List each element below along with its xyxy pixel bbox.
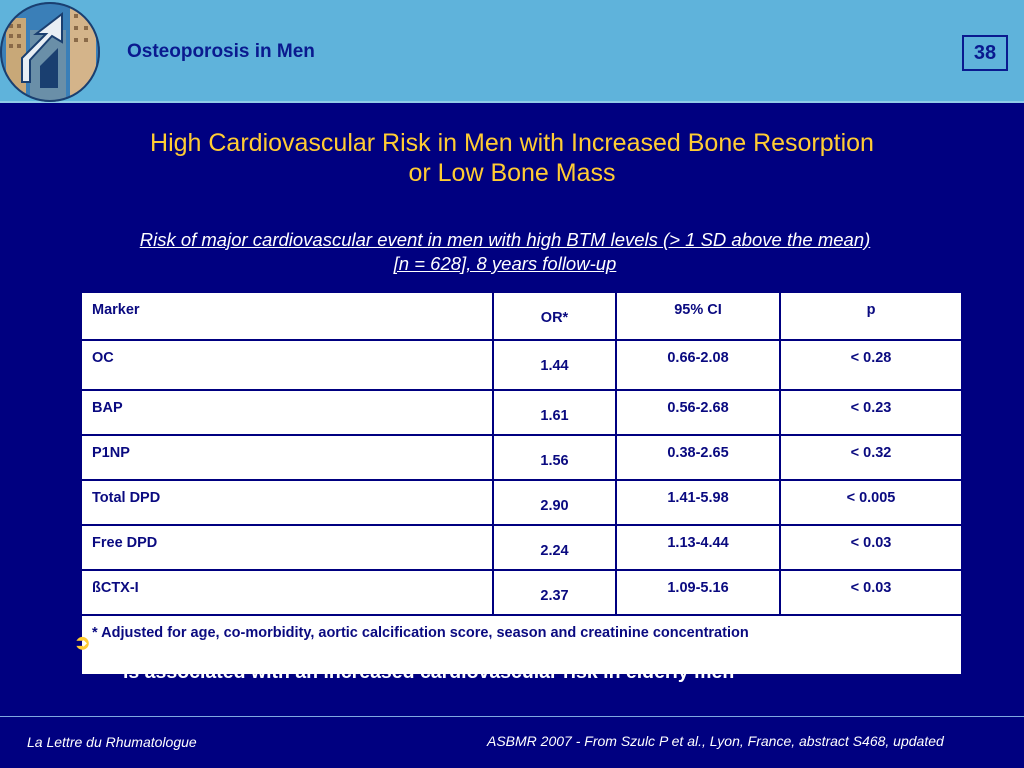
table-row: P1NP 1.56 0.38-2.65 < 0.32 [80, 434, 963, 481]
header-p: p [779, 291, 963, 341]
table-row: Free DPD 2.24 1.13-4.44 < 0.03 [80, 524, 963, 571]
slide-title: High Cardiovascular Risk in Men with Inc… [0, 128, 1024, 188]
conclusion-line-1: This study shows, for the first time, th… [123, 634, 743, 656]
cell-p: < 0.32 [779, 434, 963, 481]
cell-ci: 0.56-2.68 [615, 389, 781, 436]
cell-or: 1.61 [492, 389, 617, 436]
slide-title-line-2: or Low Bone Mass [408, 159, 616, 187]
header-band [0, 0, 1024, 102]
table-caption: Risk of major cardiovascular event in me… [0, 228, 1010, 276]
conclusion-text: This study shows, for the first time, th… [123, 632, 923, 686]
cell-p: < 0.28 [779, 339, 963, 391]
footer-journal-name: La Lettre du Rhumatologue [27, 734, 197, 750]
table-row: OC 1.44 0.66-2.08 < 0.28 [80, 339, 963, 391]
cell-marker: OC [80, 339, 494, 391]
cell-marker: ßCTX-I [80, 569, 494, 616]
cell-marker: Total DPD [80, 479, 494, 526]
header-divider [0, 101, 1024, 103]
cell-or: 2.24 [492, 524, 617, 571]
journal-logo-icon [0, 0, 104, 104]
cell-ci: 0.66-2.08 [615, 339, 781, 391]
cell-p: < 0.03 [779, 569, 963, 616]
cell-or: 2.37 [492, 569, 617, 616]
header-title: Osteoporosis in Men [127, 41, 315, 62]
cell-ci: 1.09-5.16 [615, 569, 781, 616]
table-caption-line-1: Risk of major cardiovascular event in me… [139, 229, 871, 250]
cell-ci: 0.38-2.65 [615, 434, 781, 481]
table-header-row: Marker OR* 95% CI p [80, 291, 963, 341]
arrow-bullet-icon: ➲ [74, 632, 91, 654]
cell-marker: Free DPD [80, 524, 494, 571]
cell-or: 2.90 [492, 479, 617, 526]
results-table: Marker OR* 95% CI p OC 1.44 0.66-2.08 < … [80, 291, 963, 676]
conclusion-line-2: is associated with an increased cardiova… [123, 661, 735, 683]
table-row: ßCTX-I 2.37 1.09-5.16 < 0.03 [80, 569, 963, 616]
cell-p: < 0.005 [779, 479, 963, 526]
cell-ci: 1.13-4.44 [615, 524, 781, 571]
footer-citation: ASBMR 2007 - From Szulc P et al., Lyon, … [487, 733, 944, 749]
header-ci: 95% CI [615, 291, 781, 341]
table-footnote: * Adjusted for age, co-morbidity, aortic… [80, 614, 963, 676]
slide-number-badge: 38 [962, 35, 1008, 71]
table-footnote-row: * Adjusted for age, co-morbidity, aortic… [80, 614, 963, 676]
cell-or: 1.56 [492, 434, 617, 481]
cell-or: 1.44 [492, 339, 617, 391]
header-marker: Marker [80, 291, 494, 341]
cell-ci: 1.41-5.98 [615, 479, 781, 526]
cell-p: < 0.23 [779, 389, 963, 436]
header-or: OR* [492, 291, 617, 341]
footer-divider [0, 716, 1024, 717]
cell-marker: BAP [80, 389, 494, 436]
table-row: Total DPD 2.90 1.41-5.98 < 0.005 [80, 479, 963, 526]
table-row: BAP 1.61 0.56-2.68 < 0.23 [80, 389, 963, 436]
slide-title-line-1: High Cardiovascular Risk in Men with Inc… [150, 129, 874, 157]
cell-marker: P1NP [80, 434, 494, 481]
table-caption-line-2: [n = 628], 8 years follow-up [393, 253, 617, 274]
cell-p: < 0.03 [779, 524, 963, 571]
